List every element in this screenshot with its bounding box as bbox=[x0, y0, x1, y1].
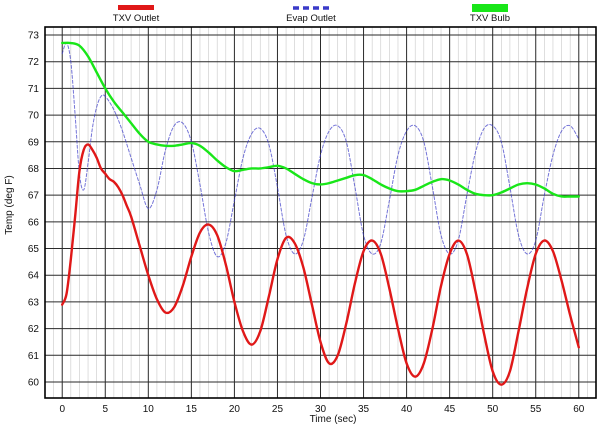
series-line-txv-bulb bbox=[61, 41, 580, 198]
y-tick-label: 63 bbox=[28, 297, 40, 308]
y-tick-label: 69 bbox=[28, 137, 40, 148]
legend-label: Evap Outlet bbox=[286, 13, 336, 24]
y-tick-label: 66 bbox=[28, 217, 40, 228]
x-tick-label: 0 bbox=[59, 404, 65, 415]
x-tick-label: 10 bbox=[143, 404, 155, 415]
x-tick-label: 40 bbox=[401, 404, 413, 415]
legend-swatch bbox=[472, 4, 508, 12]
x-tick-label: 45 bbox=[444, 404, 456, 415]
x-tick-label: 5 bbox=[102, 404, 108, 415]
x-tick-label: 50 bbox=[487, 404, 499, 415]
legend-item: Evap Outlet bbox=[286, 6, 336, 24]
x-tick-label: 30 bbox=[315, 404, 327, 415]
y-axis-ticks: 60 61 62 63 64 65 66 67 68 69 70 71 72 73 bbox=[28, 31, 40, 389]
legend-item: TXV Outlet bbox=[113, 5, 160, 24]
x-tick-label: 35 bbox=[358, 404, 370, 415]
x-tick-label: 55 bbox=[530, 404, 542, 415]
y-tick-label: 68 bbox=[28, 164, 40, 175]
legend-label: TXV Outlet bbox=[113, 13, 160, 24]
x-axis-ticks: 0 5 10 15 20 25 30 35 40 45 50 55 60 bbox=[59, 404, 584, 415]
series-line-txv-outlet bbox=[61, 143, 580, 386]
x-tick-label: 60 bbox=[573, 404, 585, 415]
y-tick-label: 71 bbox=[28, 84, 40, 95]
y-axis-label: Temp (deg F) bbox=[4, 175, 15, 234]
y-tick-label: 60 bbox=[28, 377, 40, 388]
legend-item: TXV Bulb bbox=[470, 4, 510, 24]
legend-swatch bbox=[118, 5, 154, 10]
y-tick-label: 64 bbox=[28, 271, 40, 282]
x-tick-label: 15 bbox=[186, 404, 198, 415]
y-tick-label: 62 bbox=[28, 324, 40, 335]
y-tick-label: 70 bbox=[28, 111, 40, 122]
x-axis-label: Time (sec) bbox=[310, 414, 357, 425]
legend-label: TXV Bulb bbox=[470, 13, 510, 24]
plot-border bbox=[44, 26, 597, 399]
y-tick-label: 73 bbox=[28, 31, 40, 42]
y-tick-label: 61 bbox=[28, 351, 40, 362]
series-line-evap-outlet bbox=[61, 42, 580, 258]
x-tick-label: 25 bbox=[272, 404, 284, 415]
series-layer bbox=[61, 41, 580, 386]
grid bbox=[44, 27, 597, 398]
legend: TXV Outlet Evap Outlet TXV Bulb bbox=[113, 4, 510, 24]
x-tick-label: 20 bbox=[229, 404, 241, 415]
y-tick-label: 72 bbox=[28, 57, 40, 68]
plot-area bbox=[44, 26, 597, 399]
y-tick-label: 67 bbox=[28, 191, 40, 202]
y-tick-label: 65 bbox=[28, 244, 40, 255]
